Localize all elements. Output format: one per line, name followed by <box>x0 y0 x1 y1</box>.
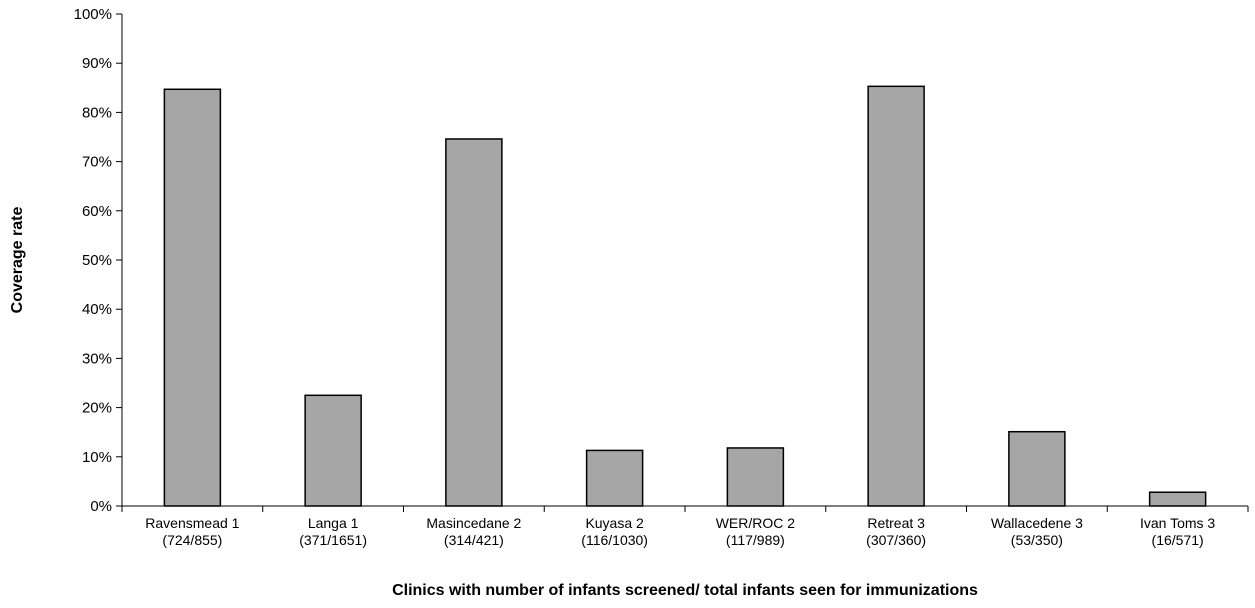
y-tick-label: 80% <box>82 104 112 121</box>
bar <box>445 138 503 507</box>
x-category-label: Kuyasa 2 (116/1030) <box>581 515 648 548</box>
y-axis-title: Coverage rate <box>9 207 26 314</box>
bar <box>1008 430 1066 507</box>
y-ticks-group: 0% 10% 20% 30% 40% 50% 60% 70% 80% 90% 100% <box>74 6 122 515</box>
x-ticks-group: Ravensmead 1 (724/855) Langa 1 (371/1651) Ma… <box>121 506 1249 548</box>
x-category-label: Ravensmead 1 (724/855) <box>145 515 239 548</box>
x-axis-title: Clinics with number of infants screened/… <box>392 582 978 599</box>
y-tick-label: 30% <box>82 350 112 367</box>
y-tick-label: 50% <box>82 252 112 269</box>
y-tick-label: 70% <box>82 154 112 171</box>
bar <box>585 449 644 507</box>
x-category-label: Ivan Toms 3 (16/571) <box>1140 515 1215 548</box>
x-category-label: WER/ROC 2 (117/989) <box>716 515 796 548</box>
y-tick-label: 60% <box>82 203 112 220</box>
y-tick-label: 90% <box>82 55 112 72</box>
y-tick-label: 0% <box>90 498 112 515</box>
y-tick-label: 10% <box>82 449 112 466</box>
bar <box>867 85 925 507</box>
bar <box>163 88 222 507</box>
bar <box>304 394 362 507</box>
y-tick-label: 20% <box>82 400 112 417</box>
y-tick-label: 100% <box>74 6 112 23</box>
bar <box>1148 491 1207 507</box>
x-category-label: Masincedane 2 (314/421) <box>426 515 521 548</box>
x-category-label: Retreat 3 (307/360) <box>866 515 926 548</box>
y-tick-label: 40% <box>82 301 112 318</box>
x-category-label: Wallacedene 3 (53/350) <box>991 515 1083 548</box>
x-category-label: Langa 1 (371/1651) <box>299 515 367 548</box>
bars-group <box>163 85 1207 507</box>
bar <box>726 447 785 507</box>
